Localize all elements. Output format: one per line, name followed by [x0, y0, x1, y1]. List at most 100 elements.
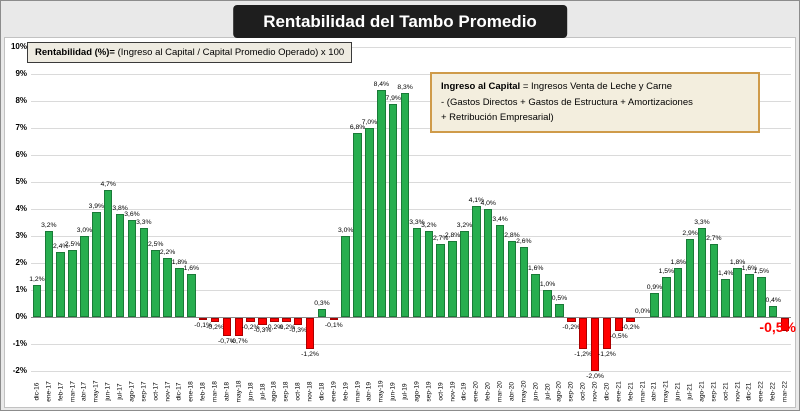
- bar-feb-17: [56, 252, 65, 317]
- x-axis-tick-label: mar-22: [781, 381, 789, 402]
- y-axis-tick-label: 7%: [15, 123, 27, 132]
- bar-may-18: [234, 318, 243, 336]
- bar-value-label: 8,4%: [373, 81, 390, 89]
- x-axis-tick-label: oct-19: [437, 382, 445, 401]
- x-axis-tick-label: abr-19: [365, 381, 373, 402]
- info-line-1-rest: = Ingresos Venta de Leche y Carne: [520, 81, 673, 92]
- bar-value-label: 2,6%: [516, 237, 532, 245]
- y-axis-tick-label: 8%: [15, 96, 27, 105]
- bar-value-label: 3,2%: [421, 221, 437, 229]
- bar-value-label: -1,2%: [301, 351, 319, 359]
- bar-value-label: 7,0%: [361, 119, 378, 126]
- x-axis-tick-label: nov-18: [306, 381, 314, 402]
- x-axis-tick-label: nov-20: [591, 381, 599, 402]
- bar-jul-20: [543, 290, 552, 317]
- bar-value-label: 1,5%: [658, 267, 675, 275]
- gridline: [31, 263, 791, 264]
- x-axis-tick-label: ago-19: [413, 381, 421, 402]
- bar-value-label: -1,2%: [598, 351, 616, 359]
- bar-value-label: 1,6%: [527, 264, 544, 272]
- bar-jul-17: [115, 214, 125, 317]
- gridline: [31, 371, 791, 372]
- bar-sep-17: [139, 227, 148, 317]
- gridline: [31, 155, 791, 156]
- bar-value-label: 2,7%: [706, 235, 722, 243]
- x-axis-tick-label: feb-18: [199, 382, 207, 401]
- bar-value-label: 1,0%: [539, 281, 556, 288]
- bar-ene-17: [44, 230, 53, 317]
- bar-value-label: 1,8%: [729, 259, 746, 267]
- x-axis-tick-label: nov-19: [449, 381, 457, 402]
- x-axis-tick-label: jul-17: [116, 383, 124, 400]
- bar-value-label: 0,4%: [765, 297, 781, 305]
- x-axis-tick-label: mar-20: [496, 381, 504, 402]
- bar-value-label: 1,8%: [171, 259, 188, 267]
- bar-value-label: 0,9%: [646, 283, 663, 291]
- gridline: [31, 236, 791, 237]
- bar-value-label: -1,2%: [574, 351, 593, 359]
- bar-value-label: 8,3%: [397, 83, 413, 91]
- bar-feb-19: [341, 236, 350, 317]
- gridline: [31, 182, 791, 183]
- bar-oct-17: [151, 249, 160, 317]
- x-axis-tick-label: mar-17: [69, 381, 77, 402]
- bar-abr-19: [365, 128, 374, 317]
- x-axis-tick-label: jun-18: [247, 382, 255, 401]
- bar-dic-19: [460, 230, 469, 317]
- y-axis-tick-label: 2%: [15, 258, 27, 267]
- bar-value-label: -0,2%: [241, 324, 260, 332]
- bar-may-17: [92, 211, 101, 317]
- x-axis-tick-label: nov-21: [734, 381, 742, 402]
- bar-value-label: 4,1%: [468, 197, 485, 205]
- x-axis-tick-label: ago-18: [270, 381, 278, 402]
- bar-value-label: -0,2%: [206, 324, 224, 332]
- x-axis-tick-label: jun-17: [104, 382, 112, 401]
- bar-jun-20: [531, 273, 540, 317]
- bar-value-label: 3,3%: [409, 218, 425, 226]
- bar-value-label: 2,5%: [64, 240, 81, 248]
- bar-mar-18: [210, 318, 220, 323]
- bar-jun-19: [388, 103, 398, 317]
- bar-value-label: -0,2%: [621, 324, 640, 332]
- bar-dic-17: [175, 268, 184, 317]
- bar-abr-17: [80, 236, 89, 317]
- y-axis-tick-label: 0%: [15, 312, 27, 321]
- x-axis-tick-label: feb-19: [342, 382, 350, 401]
- x-axis-tick-label: ene-21: [615, 381, 623, 402]
- x-axis-tick-label: abr-17: [80, 381, 88, 402]
- bar-value-label: 3,3%: [694, 218, 710, 226]
- x-axis-tick-label: jun-20: [532, 382, 540, 401]
- bar-ene-18: [187, 273, 196, 317]
- x-axis-tick-label: mar-18: [211, 381, 219, 402]
- income-definition-box: Ingreso al Capital = Ingresos Venta de L…: [430, 72, 760, 134]
- bar-value-label: 2,8%: [444, 232, 461, 240]
- bar-abr-18: [222, 318, 232, 336]
- x-axis-tick-label: feb-21: [627, 382, 635, 401]
- bar-value-label: 0,5%: [551, 294, 568, 302]
- bar-sep-21: [709, 244, 718, 317]
- x-axis-tick-label: jul-21: [686, 383, 694, 400]
- bar-value-label: 3,6%: [124, 210, 140, 218]
- y-axis-tick-label: 4%: [15, 204, 27, 213]
- bar-value-label: 0,3%: [314, 299, 330, 307]
- bar-oct-21: [721, 279, 730, 317]
- bar-ene-19: [329, 318, 338, 320]
- bar-sep-19: [424, 230, 433, 317]
- x-axis-tick-label: feb-20: [484, 382, 492, 401]
- bar-may-20: [519, 246, 528, 317]
- bar-value-label: 2,8%: [504, 232, 520, 240]
- bar-value-label: 1,5%: [753, 267, 770, 275]
- bar-may-19: [377, 90, 386, 317]
- bar-value-label: -0,7%: [218, 337, 236, 345]
- bar-oct-20: [578, 318, 588, 350]
- bar-jul-19: [400, 92, 410, 317]
- x-axis-tick-label: mar-19: [354, 381, 362, 402]
- bar-value-label: 3,8%: [112, 205, 128, 213]
- bar-mar-19: [353, 133, 362, 317]
- bar-value-label: 0,0%: [634, 308, 651, 315]
- bar-jun-18: [246, 318, 255, 323]
- bar-oct-18: [293, 318, 303, 326]
- bar-value-label: 2,7%: [432, 235, 449, 243]
- bar-value-label: 2,2%: [159, 248, 176, 256]
